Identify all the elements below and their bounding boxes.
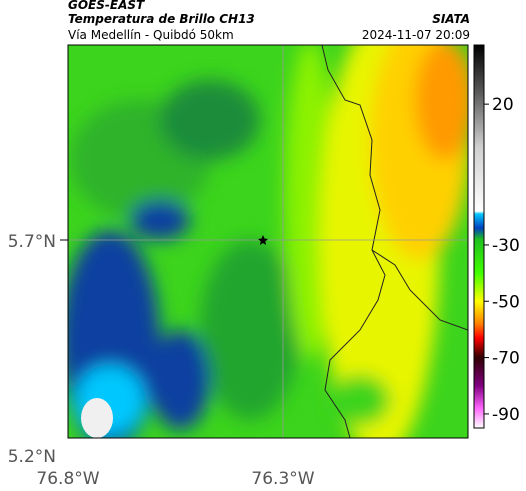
colorbar-fill (473, 44, 485, 429)
colorbar-label: 20 (492, 95, 514, 115)
subtitle: Temperatura de Brillo CH13 (68, 12, 255, 26)
lat-label: 5.2°N (8, 447, 56, 467)
colorbar-label: -90 (492, 405, 520, 425)
title: GOES-EAST (68, 0, 145, 12)
map-frame (67, 44, 469, 439)
lon-label: 76.3°W (251, 469, 314, 489)
colorbar: 20 -30 -50 -70 -90 (473, 44, 520, 429)
lat-label: 5.7°N (8, 232, 56, 252)
temperature-field (68, 45, 468, 438)
boundary (321, 45, 468, 438)
datetime: 2024-11-07 20:09 (362, 28, 470, 42)
colorbar-label: -50 (492, 292, 520, 312)
lon-label: 76.8°W (36, 469, 99, 489)
source: SIATA (432, 12, 470, 26)
region: Vía Medellín - Quibdó 50km (68, 28, 234, 42)
colorbar-label: -30 (492, 236, 520, 256)
colorbar-label: -70 (492, 349, 520, 369)
station-marker (258, 235, 268, 245)
